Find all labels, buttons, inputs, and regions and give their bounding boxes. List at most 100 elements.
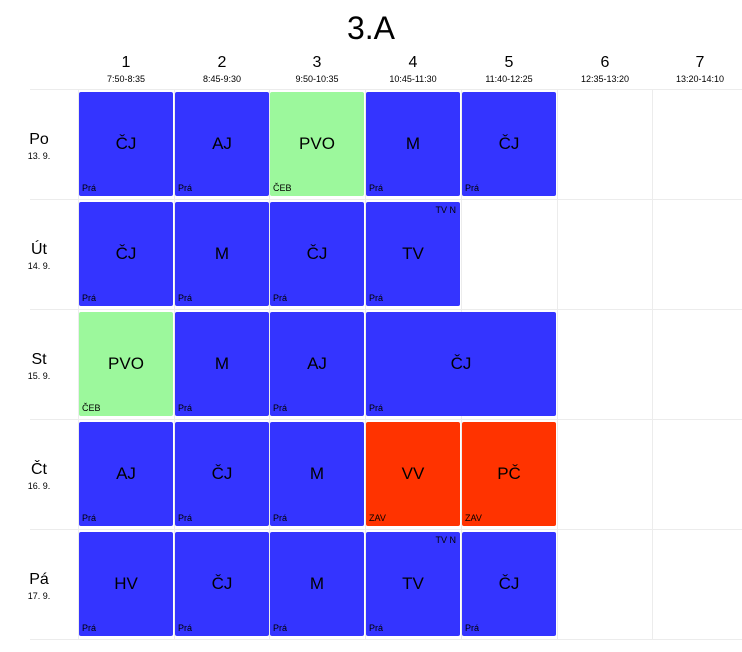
period-time: 11:40-12:25 [485,74,533,84]
grid-line-horizontal [30,309,742,310]
period-number: 5 [504,54,514,71]
day-name: Út [31,241,47,258]
lesson-cell[interactable]: M Prá [175,202,269,306]
grid-line-vertical [78,89,79,639]
day-name: Pá [29,571,49,588]
lesson-teacher: Prá [178,403,193,413]
period-time: 13:20-14:10 [675,74,725,84]
day-header: St 15. 9. [0,350,78,382]
period-number: 4 [408,54,418,71]
lesson-teacher: Prá [178,513,193,523]
lesson-cell[interactable]: TV Prá TV N [366,532,460,636]
lesson-subject: HV [114,574,138,593]
period-number: 7 [695,54,705,71]
lesson-teacher: Prá [178,183,193,193]
grid-line-horizontal [30,419,742,420]
day-header: Po 13. 9. [0,130,78,162]
period-time: 8:45-9:30 [202,74,242,84]
lesson-cell[interactable]: ČJ Prá [270,202,364,306]
day-date: 17. 9. [27,591,51,601]
lesson-cell[interactable]: AJ Prá [270,312,364,416]
lesson-subject: M [214,354,230,373]
day-name: Čt [31,461,47,478]
lesson-cell[interactable]: VV ZAV [366,422,460,526]
lesson-subject: TV [402,574,424,593]
lesson-subject: VV [401,464,425,483]
lesson-teacher: Prá [369,293,384,303]
lesson-cell[interactable]: AJ Prá [79,422,173,526]
lesson-teacher: Prá [82,293,97,303]
day-header: Pá 17. 9. [0,570,78,602]
day-header: Út 14. 9. [0,240,78,272]
period-header: 1 7:50-8:35 [79,54,173,85]
period-number: 1 [121,54,131,71]
grid-line-vertical [174,89,175,639]
period-header: 5 11:40-12:25 [462,54,556,85]
lesson-cell[interactable]: PČ ZAV [462,422,556,526]
lesson-cell[interactable]: AJ Prá [175,92,269,196]
lesson-group: TV N [435,205,456,215]
period-time: 9:50-10:35 [295,74,339,84]
lesson-teacher: Prá [82,513,97,523]
grid-line-horizontal [30,199,742,200]
lesson-teacher: Prá [273,403,288,413]
lesson-teacher: Prá [273,623,288,633]
grid-line-horizontal [30,639,742,640]
lesson-cell[interactable]: ČJ Prá [366,312,556,416]
lesson-cell[interactable]: ČJ Prá [462,92,556,196]
lesson-subject: AJ [116,464,136,483]
lesson-cell[interactable]: HV Prá [79,532,173,636]
lesson-subject: ČJ [211,464,233,483]
grid-line-vertical [557,89,558,639]
lesson-cell[interactable]: M Prá [366,92,460,196]
period-number: 3 [312,54,322,71]
period-number: 6 [600,54,610,71]
lesson-teacher: Prá [82,183,97,193]
lesson-subject: ČJ [498,574,520,593]
period-header: 6 12:35-13:20 [558,54,652,85]
lesson-cell[interactable]: ČJ Prá [462,532,556,636]
lesson-subject: ČJ [498,134,520,153]
grid-line-vertical [269,89,270,639]
lesson-cell[interactable]: ČJ Prá [79,92,173,196]
lesson-subject: M [405,134,421,153]
lesson-teacher: Prá [273,293,288,303]
lesson-subject: M [214,244,230,263]
lesson-subject: ČJ [450,354,472,373]
lesson-teacher: Prá [273,513,288,523]
period-time: 7:50-8:35 [106,74,146,84]
period-header: 4 10:45-11:30 [366,54,460,85]
lesson-teacher: ČEB [82,403,101,413]
lesson-cell[interactable]: ČJ Prá [175,422,269,526]
lesson-teacher: Prá [369,403,384,413]
lesson-cell[interactable]: M Prá [270,532,364,636]
lesson-cell[interactable]: PVO ČEB [270,92,364,196]
lesson-teacher: Prá [465,623,480,633]
lesson-subject: ČJ [115,134,137,153]
lesson-teacher: Prá [178,293,193,303]
lesson-cell[interactable]: TV Prá TV N [366,202,460,306]
lesson-teacher: Prá [369,623,384,633]
day-date: 16. 9. [27,481,51,491]
day-header: Čt 16. 9. [0,460,78,492]
lesson-cell[interactable]: ČJ Prá [79,202,173,306]
lesson-cell[interactable]: PVO ČEB [79,312,173,416]
lesson-cell[interactable]: ČJ Prá [175,532,269,636]
lesson-cell[interactable]: M Prá [270,422,364,526]
lesson-subject: PVO [108,354,144,373]
grid-line-vertical [652,89,653,639]
lesson-subject: AJ [212,134,232,153]
day-name: St [31,351,47,368]
lesson-subject: PVO [299,134,335,153]
lesson-cell[interactable]: M Prá [175,312,269,416]
period-time: 12:35-13:20 [580,74,630,84]
lesson-subject: M [309,574,325,593]
lesson-teacher: ZAV [465,513,482,523]
lesson-subject: TV [402,244,424,263]
lesson-subject: PČ [497,464,521,483]
day-date: 13. 9. [27,151,51,161]
lesson-teacher: Prá [465,183,480,193]
lesson-subject: ČJ [211,574,233,593]
class-title: 3.A [346,10,396,46]
day-date: 14. 9. [27,261,51,271]
